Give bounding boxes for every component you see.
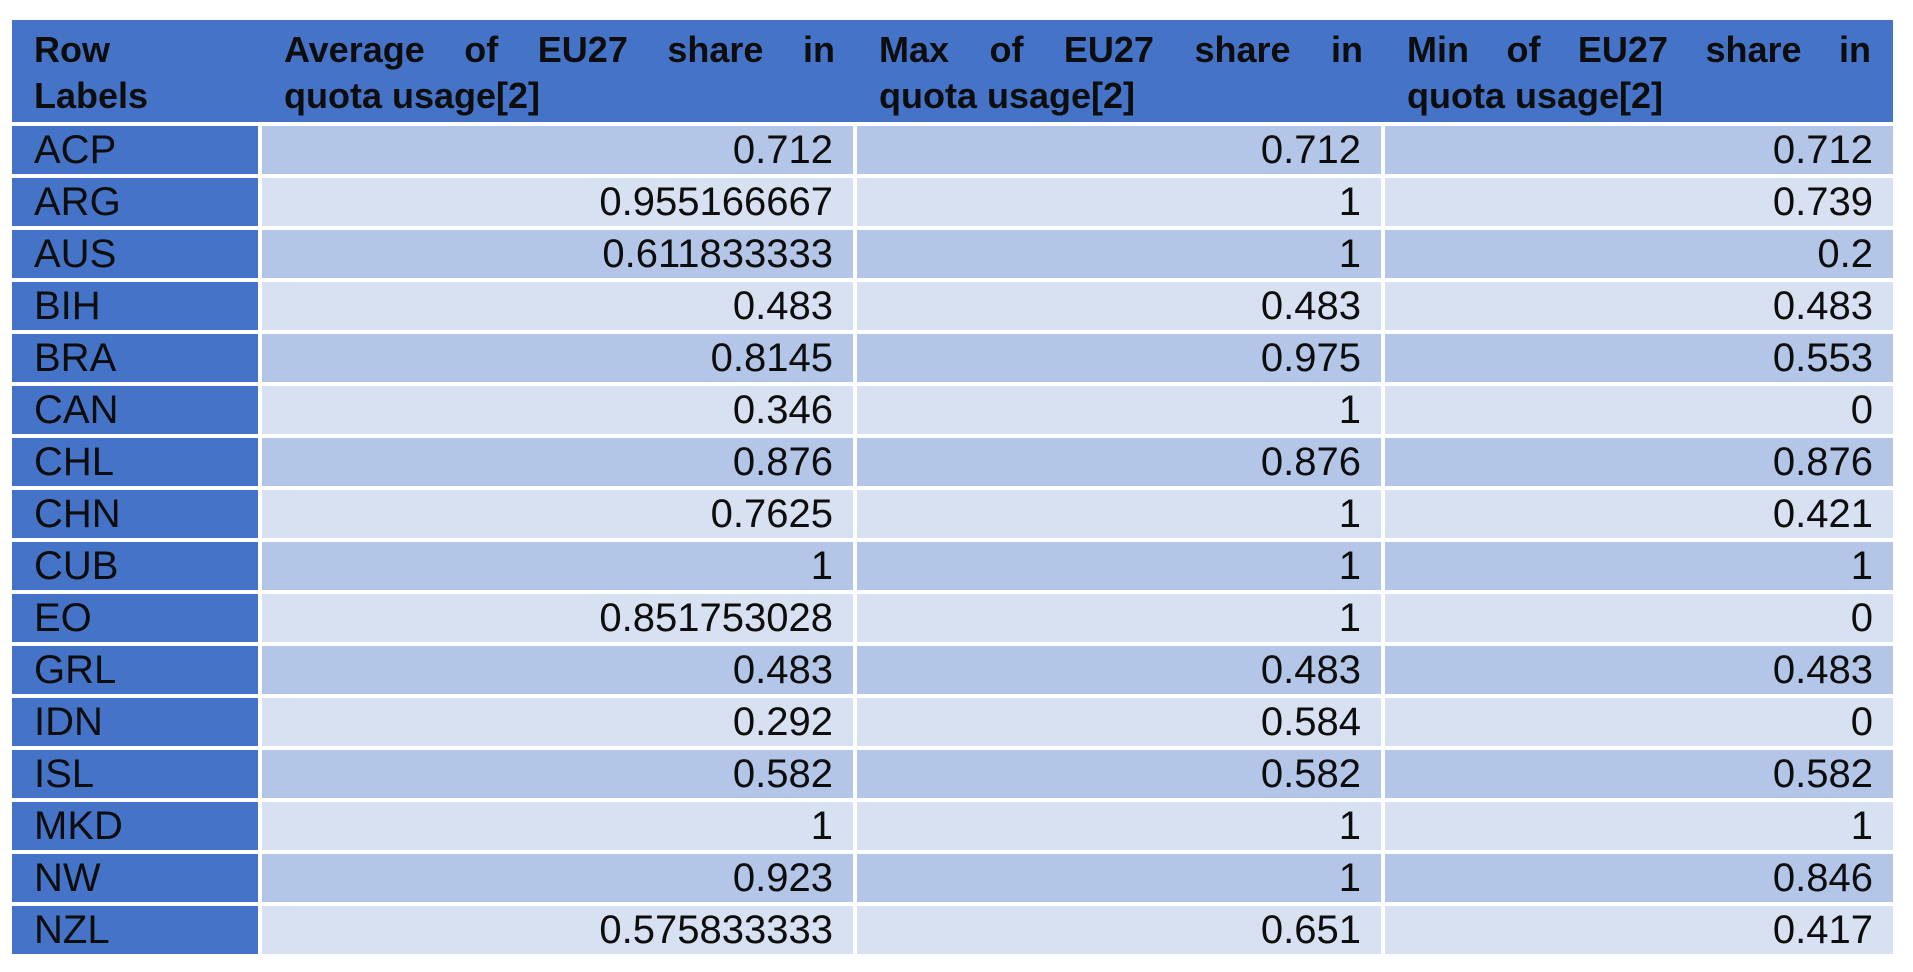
min-value-cell: 1 xyxy=(1385,542,1893,590)
row-label-cell: AUS xyxy=(12,230,258,278)
table-row: MKD 1 1 1 xyxy=(12,802,1893,850)
max-value-cell: 1 xyxy=(857,178,1381,226)
max-value-cell: 1 xyxy=(857,854,1381,902)
table-header-row: Row Labels Average of EU27 share in quota us… xyxy=(12,20,1893,122)
table-row: CHN 0.7625 1 0.421 xyxy=(12,490,1893,538)
min-value-cell: 0.876 xyxy=(1385,438,1893,486)
header-cell-max: Max of EU27 share in quota usage[2] xyxy=(857,20,1385,122)
table-row: AUS 0.611833333 1 0.2 xyxy=(12,230,1893,278)
table-row: GRL 0.483 0.483 0.483 xyxy=(12,646,1893,694)
max-value-cell: 1 xyxy=(857,542,1381,590)
max-value-cell: 1 xyxy=(857,230,1381,278)
max-value-cell: 0.651 xyxy=(857,906,1381,954)
avg-value-cell: 1 xyxy=(262,542,853,590)
min-value-cell: 0 xyxy=(1385,386,1893,434)
max-value-cell: 0.876 xyxy=(857,438,1381,486)
min-value-cell: 0.421 xyxy=(1385,490,1893,538)
table-row: BIH 0.483 0.483 0.483 xyxy=(12,282,1893,330)
min-value-cell: 0.712 xyxy=(1385,126,1893,174)
avg-value-cell: 0.851753028 xyxy=(262,594,853,642)
row-label-cell: CUB xyxy=(12,542,258,590)
min-value-cell: 0 xyxy=(1385,594,1893,642)
max-value-cell: 0.712 xyxy=(857,126,1381,174)
table-body: ACP 0.712 0.712 0.712 ARG 0.955166667 1 … xyxy=(12,126,1893,954)
min-value-cell: 0 xyxy=(1385,698,1893,746)
row-label-cell: CHL xyxy=(12,438,258,486)
header-min-line2: quota usage[2] xyxy=(1407,75,1664,116)
row-label-cell: IDN xyxy=(12,698,258,746)
row-label-cell: CHN xyxy=(12,490,258,538)
row-label-cell: MKD xyxy=(12,802,258,850)
row-label-cell: NW xyxy=(12,854,258,902)
avg-value-cell: 0.7625 xyxy=(262,490,853,538)
row-label-cell: ACP xyxy=(12,126,258,174)
avg-value-cell: 0.923 xyxy=(262,854,853,902)
avg-value-cell: 0.582 xyxy=(262,750,853,798)
avg-value-cell: 0.575833333 xyxy=(262,906,853,954)
avg-value-cell: 0.611833333 xyxy=(262,230,853,278)
avg-value-cell: 0.876 xyxy=(262,438,853,486)
table-row: ISL 0.582 0.582 0.582 xyxy=(12,750,1893,798)
table-row: NZL 0.575833333 0.651 0.417 xyxy=(12,906,1893,954)
header-average-line1: Average of EU27 share in xyxy=(284,29,835,70)
max-value-cell: 1 xyxy=(857,490,1381,538)
header-max-line1: Max of EU27 share in xyxy=(879,29,1363,70)
avg-value-cell: 1 xyxy=(262,802,853,850)
max-value-cell: 1 xyxy=(857,594,1381,642)
row-label-cell: NZL xyxy=(12,906,258,954)
header-min-line1: Min of EU27 share in xyxy=(1407,29,1871,70)
min-value-cell: 1 xyxy=(1385,802,1893,850)
min-value-cell: 0.582 xyxy=(1385,750,1893,798)
header-max-line2: quota usage[2] xyxy=(879,75,1136,116)
min-value-cell: 0.553 xyxy=(1385,334,1893,382)
max-value-cell: 0.582 xyxy=(857,750,1381,798)
avg-value-cell: 0.292 xyxy=(262,698,853,746)
avg-value-cell: 0.483 xyxy=(262,282,853,330)
table-row: CUB 1 1 1 xyxy=(12,542,1893,590)
row-label-cell: ISL xyxy=(12,750,258,798)
table-row: ARG 0.955166667 1 0.739 xyxy=(12,178,1893,226)
header-cell-min: Min of EU27 share in quota usage[2] xyxy=(1385,20,1893,122)
header-cell-row-labels: Row Labels xyxy=(12,20,262,122)
max-value-cell: 1 xyxy=(857,802,1381,850)
table-row: NW 0.923 1 0.846 xyxy=(12,854,1893,902)
max-value-cell: 0.584 xyxy=(857,698,1381,746)
header-cell-average: Average of EU27 share in quota usage[2] xyxy=(262,20,857,122)
header-average-line2: quota usage[2] xyxy=(284,75,541,116)
min-value-cell: 0.417 xyxy=(1385,906,1893,954)
row-label-cell: BIH xyxy=(12,282,258,330)
min-value-cell: 0.739 xyxy=(1385,178,1893,226)
avg-value-cell: 0.346 xyxy=(262,386,853,434)
row-label-cell: EO xyxy=(12,594,258,642)
avg-value-cell: 0.8145 xyxy=(262,334,853,382)
table-row: IDN 0.292 0.584 0 xyxy=(12,698,1893,746)
row-label-cell: ARG xyxy=(12,178,258,226)
table-row: BRA 0.8145 0.975 0.553 xyxy=(12,334,1893,382)
avg-value-cell: 0.955166667 xyxy=(262,178,853,226)
table-row: CAN 0.346 1 0 xyxy=(12,386,1893,434)
table-row: CHL 0.876 0.876 0.876 xyxy=(12,438,1893,486)
header-row-labels-line1: Row xyxy=(34,29,110,70)
avg-value-cell: 0.712 xyxy=(262,126,853,174)
table-row: ACP 0.712 0.712 0.712 xyxy=(12,126,1893,174)
max-value-cell: 1 xyxy=(857,386,1381,434)
row-label-cell: GRL xyxy=(12,646,258,694)
min-value-cell: 0.483 xyxy=(1385,282,1893,330)
min-value-cell: 0.2 xyxy=(1385,230,1893,278)
max-value-cell: 0.975 xyxy=(857,334,1381,382)
min-value-cell: 0.483 xyxy=(1385,646,1893,694)
row-label-cell: CAN xyxy=(12,386,258,434)
min-value-cell: 0.846 xyxy=(1385,854,1893,902)
header-row-labels-line2: Labels xyxy=(34,75,149,116)
avg-value-cell: 0.483 xyxy=(262,646,853,694)
max-value-cell: 0.483 xyxy=(857,282,1381,330)
table-row: EO 0.851753028 1 0 xyxy=(12,594,1893,642)
max-value-cell: 0.483 xyxy=(857,646,1381,694)
row-label-cell: BRA xyxy=(12,334,258,382)
pivot-table: Row Labels Average of EU27 share in quota us… xyxy=(12,20,1893,954)
